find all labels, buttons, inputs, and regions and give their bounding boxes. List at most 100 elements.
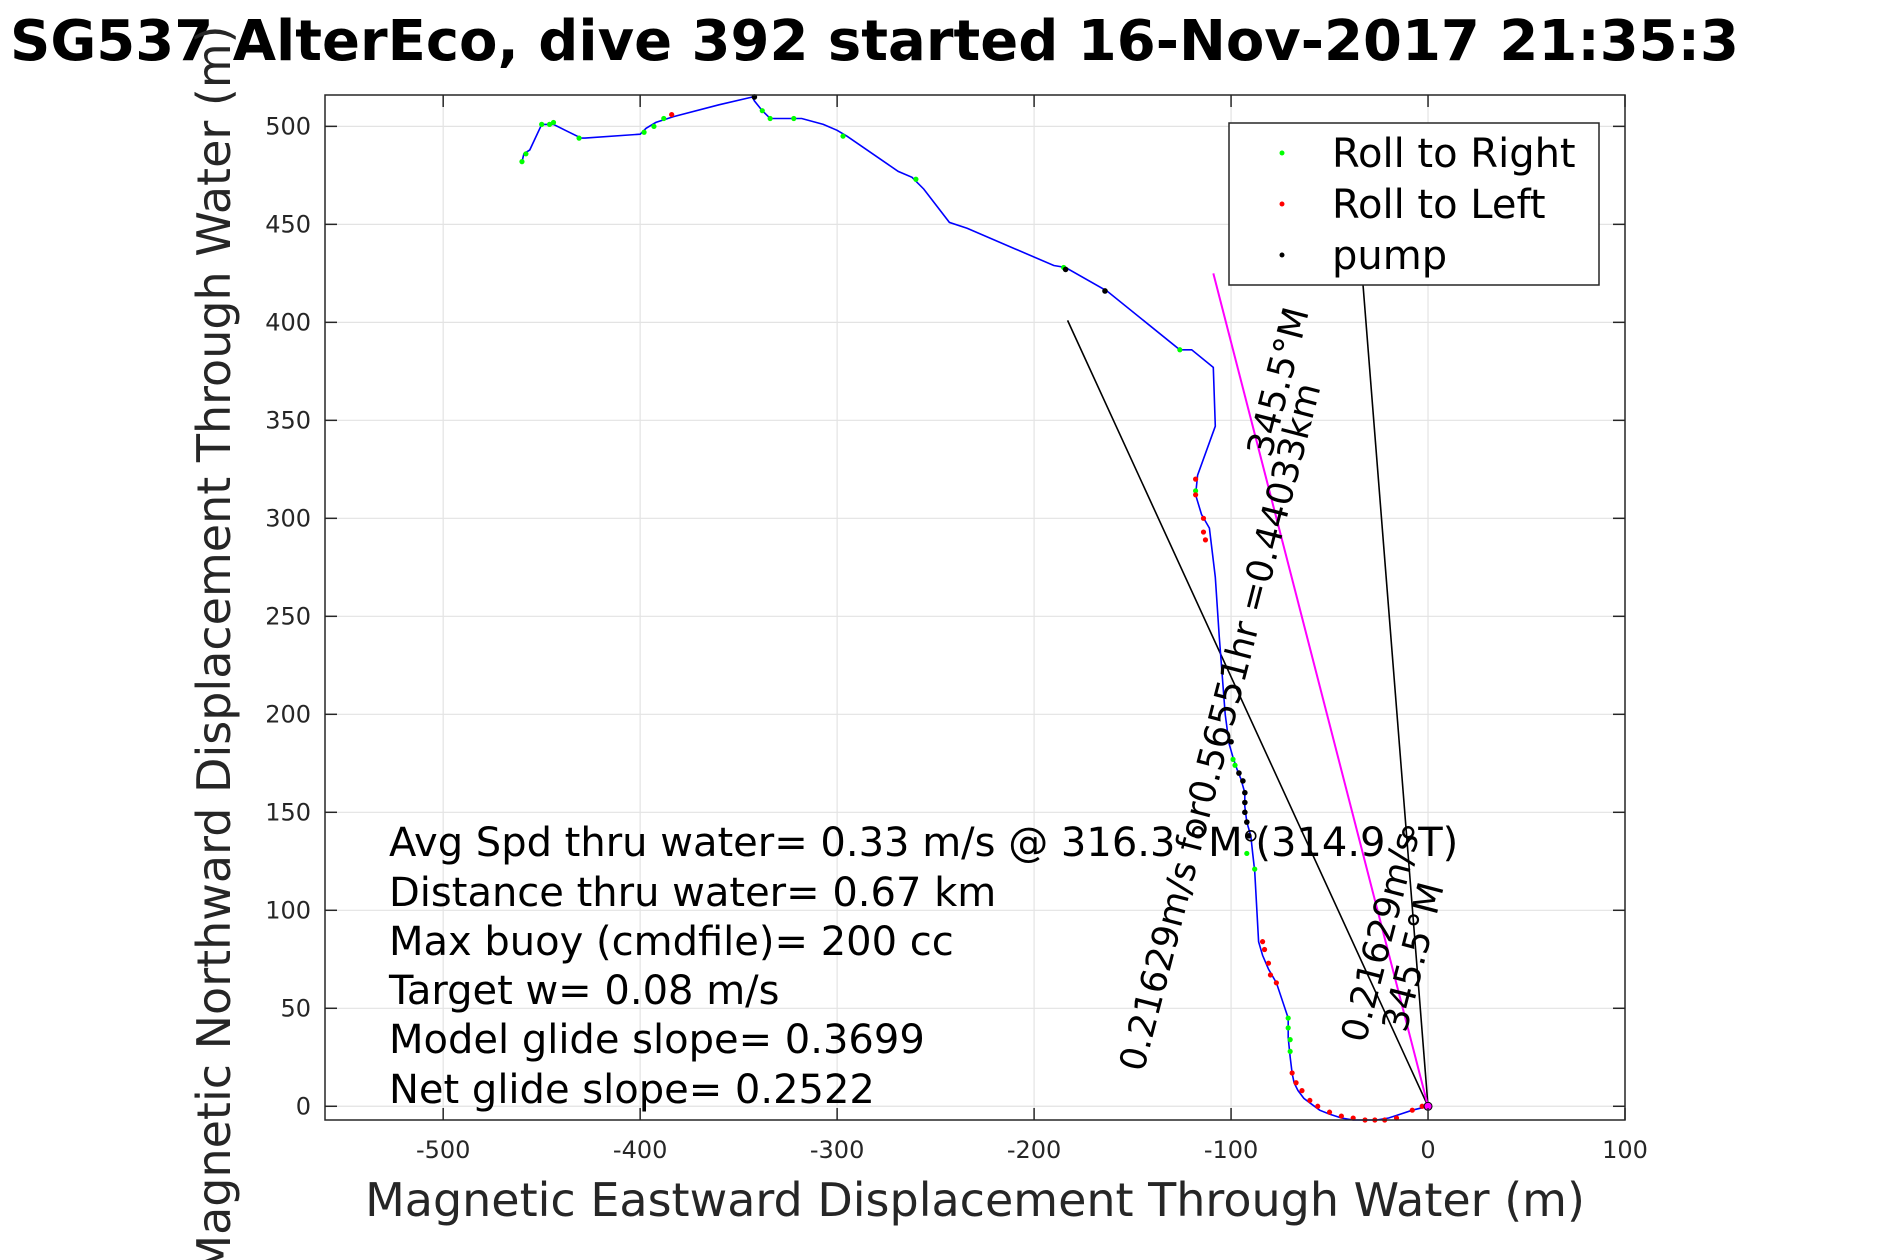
roll-right-point (1230, 756, 1236, 762)
guide-lines (1066, 285, 1429, 1107)
pump-ring-marker (1244, 830, 1257, 842)
legend-box (1228, 122, 1600, 286)
pump-point (1244, 819, 1250, 825)
y-tick-label: 500 (265, 112, 311, 140)
roll-left-point (1200, 529, 1207, 535)
roll-right-point (767, 115, 773, 122)
pump-point (1240, 778, 1246, 784)
roll-left-point (1193, 492, 1199, 498)
roll-right-point (1287, 1037, 1293, 1043)
roll-left-point (1200, 515, 1207, 521)
stat-distance: Distance thru water= 0.67 km (389, 870, 996, 916)
roll-right-point (519, 159, 525, 165)
y-tick-label: 250 (265, 602, 311, 630)
roll-right-point (913, 176, 919, 182)
stat-avg-speed: Avg Spd thru water= 0.33 m/s @ 316.3 °M … (389, 820, 1458, 866)
pump-point (1245, 833, 1252, 839)
y-tick-label: 50 (280, 994, 311, 1022)
guide-line (1362, 285, 1429, 1107)
roll-right-point (759, 108, 765, 114)
stat-max-buoy: Max buoy (cmdfile)= 200 cc (389, 919, 954, 965)
track-line (521, 96, 1429, 1121)
chart-title: SG537 AlterEco, dive 392 started 16-Nov-… (10, 9, 1739, 74)
stat-net-glide-slope: Net glide slope= 0.2522 (389, 1067, 875, 1113)
pump-point (1236, 770, 1242, 776)
roll-right-point (523, 151, 529, 157)
roll-left-point (1307, 1097, 1313, 1104)
current-line (1212, 273, 1429, 1107)
roll-left-point (1259, 939, 1266, 945)
x-tick-label: -100 (1204, 1136, 1258, 1164)
roll-right-point (661, 115, 667, 122)
x-axis-label: Magnetic Eastward Displacement Through W… (365, 1173, 1585, 1227)
roll-left-point (669, 111, 675, 118)
roll-right-point (1193, 488, 1199, 494)
track-layer (521, 96, 1429, 1121)
y-tick-label: 400 (265, 308, 311, 336)
roll-right-point (1177, 347, 1183, 353)
roll-left-point (1267, 972, 1274, 978)
y-tick-label: 350 (265, 406, 311, 434)
y-tick-label: 200 (265, 700, 311, 728)
guide-line (1066, 320, 1429, 1107)
axes-box (324, 94, 1626, 1121)
roll-right-point (1285, 1015, 1291, 1021)
roll-right-point (1244, 850, 1250, 857)
roll-right-point (550, 119, 557, 126)
legend-label-roll-left: Roll to Left (1332, 182, 1546, 228)
roll-left-point (1338, 1113, 1344, 1119)
roll-left-point (1409, 1107, 1415, 1113)
pump-point (1242, 799, 1248, 806)
axis-ticks: -500 -400 -300 -200 -100 0 100 0 50 100 150 200 250 3… (265, 95, 1648, 1164)
roll-left-point (1315, 1103, 1321, 1109)
y-axis-label: Magnetic Northward Displacement Through … (187, 25, 241, 1260)
stat-target-w: Target w= 0.08 m/s (388, 968, 779, 1014)
legend: Roll to Right Roll to Left pump (1228, 122, 1600, 286)
x-tick-label: -200 (1007, 1136, 1061, 1164)
x-tick-label: 0 (1420, 1136, 1435, 1164)
roll-left-point (1265, 960, 1272, 966)
y-tick-label: 450 (265, 210, 311, 238)
roll-left-point (1326, 1109, 1333, 1115)
roll-right-point (840, 133, 846, 139)
legend-marker-roll-left (1279, 201, 1285, 207)
x-tick-label: 100 (1602, 1136, 1648, 1164)
roll-right-point (1287, 1048, 1293, 1055)
y-tick-label: 100 (265, 896, 311, 924)
roll-right-point (791, 115, 797, 122)
y-tick-label: 300 (265, 504, 311, 532)
x-tick-label: -300 (810, 1136, 864, 1164)
roll-right-point (641, 129, 647, 135)
roll-left-point (1289, 1070, 1295, 1076)
stat-model-glide-slope: Model glide slope= 0.3699 (389, 1017, 925, 1063)
legend-marker-roll-right (1279, 150, 1285, 156)
current-vector (1212, 273, 1429, 1107)
x-tick-label: -400 (613, 1136, 667, 1164)
legend-marker-pump (1279, 252, 1285, 258)
roll-left-point (1273, 980, 1279, 986)
roll-left-point (1299, 1088, 1305, 1094)
legend-label-roll-right: Roll to Right (1332, 131, 1576, 177)
roll-right-point (576, 135, 582, 141)
roll-right-point (1285, 1025, 1291, 1031)
y-tick-label: 0 (296, 1092, 311, 1120)
roll-right-point (1252, 866, 1258, 872)
roll-left-point (1202, 537, 1209, 543)
pump-point (1062, 266, 1069, 273)
y-tick-label: 150 (265, 798, 311, 826)
pump-point (1102, 288, 1108, 294)
roll-right-point (539, 121, 545, 127)
roll-left-point (1293, 1080, 1299, 1086)
pump-point (1242, 809, 1248, 816)
roll-left-point (1261, 946, 1268, 953)
legend-label-pump: pump (1332, 233, 1447, 279)
pump-point (1242, 789, 1248, 796)
x-tick-label: -500 (416, 1136, 470, 1164)
roll-right-point (546, 121, 553, 127)
roll-left-point (1193, 476, 1199, 482)
roll-right-point (651, 123, 657, 129)
pump-point (1228, 738, 1234, 745)
roll-right-point (1232, 762, 1238, 768)
roll-left-point (1419, 1103, 1425, 1109)
